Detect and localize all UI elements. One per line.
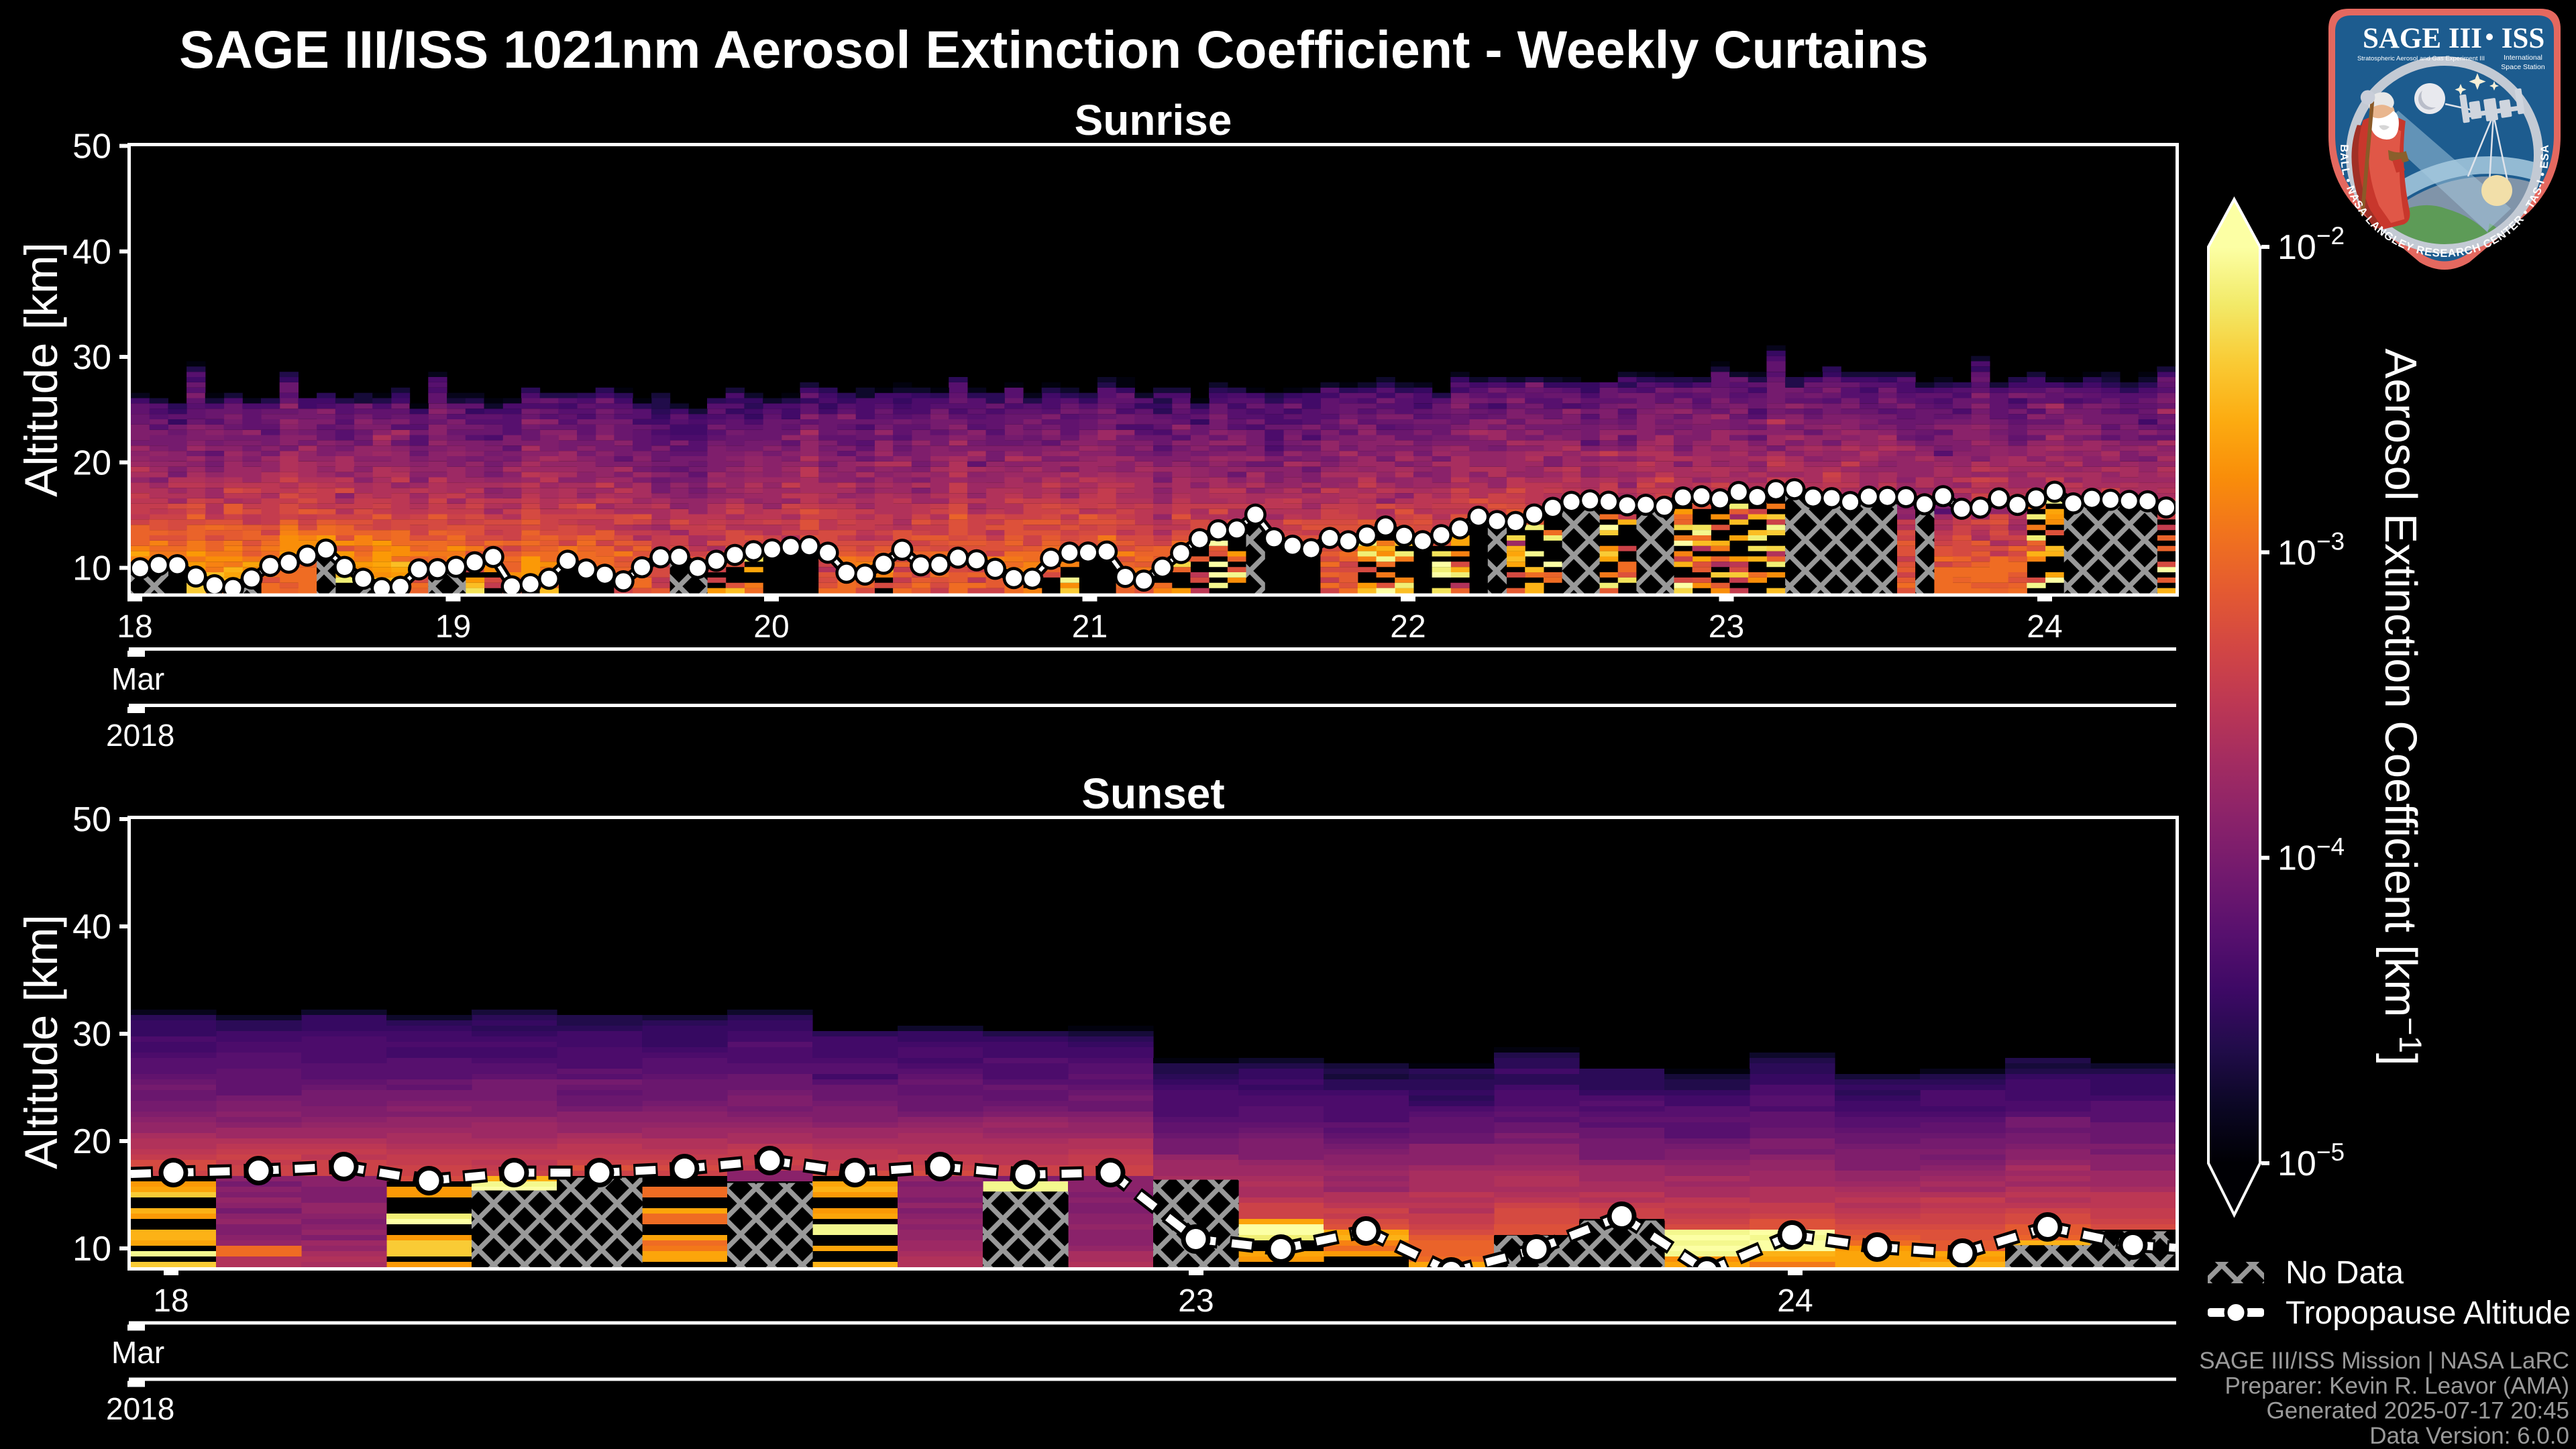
svg-text:23: 23 xyxy=(1178,1283,1214,1319)
svg-text:30: 30 xyxy=(72,338,111,377)
svg-text:Space Station: Space Station xyxy=(2501,63,2545,71)
svg-text:24: 24 xyxy=(1777,1283,1813,1319)
svg-text:50: 50 xyxy=(72,800,111,839)
svg-text:18: 18 xyxy=(117,609,152,645)
svg-text:20: 20 xyxy=(72,443,111,482)
svg-text:International: International xyxy=(2504,54,2542,62)
svg-text:50: 50 xyxy=(72,127,111,166)
svg-text:19: 19 xyxy=(435,609,471,645)
svg-text:22: 22 xyxy=(1390,609,1426,645)
svg-text:23: 23 xyxy=(1709,609,1744,645)
svg-text:10−4: 10−4 xyxy=(2277,833,2345,878)
svg-text:Aerosol Extinction Coefficient: Aerosol Extinction Coefficient [km−1] xyxy=(2375,349,2428,1066)
svg-text:Altitude [km]: Altitude [km] xyxy=(15,914,67,1169)
svg-text:30: 30 xyxy=(72,1015,111,1054)
svg-text:SAGE III: SAGE III xyxy=(2363,23,2482,54)
svg-text:Generated 2025-07-17 20:45: Generated 2025-07-17 20:45 xyxy=(2267,1398,2569,1424)
svg-text:Altitude [km]: Altitude [km] xyxy=(15,242,67,497)
svg-text:Stratospheric Aerosol and Gas: Stratospheric Aerosol and Gas Experiment… xyxy=(2357,55,2485,62)
svg-text:20: 20 xyxy=(72,1122,111,1161)
svg-text:Mar: Mar xyxy=(111,1335,164,1370)
svg-text:2018: 2018 xyxy=(106,1391,174,1426)
svg-text:Preparer: Kevin R. Leavor (AMA: Preparer: Kevin R. Leavor (AMA) xyxy=(2224,1373,2569,1399)
svg-text:Mar: Mar xyxy=(111,661,164,696)
svg-text:Tropopause Altitude: Tropopause Altitude xyxy=(2286,1295,2571,1331)
svg-text:40: 40 xyxy=(72,233,111,272)
svg-text:10: 10 xyxy=(72,549,111,588)
svg-text:ISS: ISS xyxy=(2502,23,2545,54)
svg-text:SAGE III/ISS 1021nm Aerosol Ex: SAGE III/ISS 1021nm Aerosol Extinction C… xyxy=(179,19,1929,79)
svg-text:Data Version: 6.0.0: Data Version: 6.0.0 xyxy=(2369,1423,2569,1449)
svg-text:Sunrise: Sunrise xyxy=(1075,96,1232,144)
svg-text:40: 40 xyxy=(72,908,111,947)
svg-text:20: 20 xyxy=(753,609,789,645)
svg-text:No Data: No Data xyxy=(2286,1255,2404,1291)
svg-text:2018: 2018 xyxy=(106,718,174,753)
svg-text:Sunset: Sunset xyxy=(1081,769,1224,818)
svg-text:24: 24 xyxy=(2027,609,2062,645)
svg-text:SAGE III/ISS Mission | NASA La: SAGE III/ISS Mission | NASA LaRC xyxy=(2199,1348,2569,1374)
svg-text:18: 18 xyxy=(153,1283,189,1319)
svg-text:10: 10 xyxy=(72,1230,111,1269)
svg-text:21: 21 xyxy=(1072,609,1108,645)
